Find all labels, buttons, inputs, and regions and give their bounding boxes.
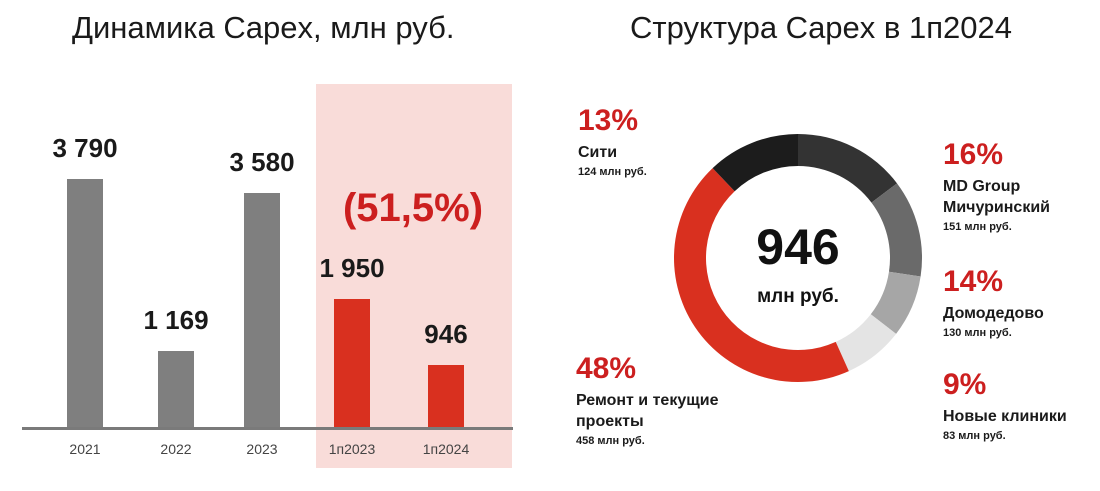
donut-center-unit: млн руб. [757, 286, 839, 307]
bar-value-label-2023: 3 580 [229, 146, 295, 177]
legend-domodedovo-value: 130 млн руб. [943, 327, 1012, 339]
donut-slice-4 [674, 168, 849, 382]
legend-domodedovo-percent: 14% [943, 265, 1004, 298]
bar-1п2023 [334, 299, 370, 427]
legend-repairs-name: Ремонт и текущие проекты [576, 392, 719, 430]
legend-repairs: 48% Ремонт и текущие проекты 458 млн руб… [576, 352, 718, 447]
change-annotation: (51,5%) [342, 186, 484, 230]
bar-2022 [158, 350, 194, 427]
donut-slice-1 [871, 183, 922, 277]
legend-siti-name: Сити [578, 144, 618, 161]
bar-value-label-1п2023: 1 950 [319, 253, 385, 284]
bar-2023 [244, 192, 280, 427]
donut-chart-title: Структура Capex в 1п2024 [630, 10, 1012, 45]
x-tick-label-2022: 2022 [160, 441, 192, 457]
legend-repairs-value: 458 млн руб. [576, 435, 645, 447]
bar-1п2024 [428, 365, 464, 427]
donut-center-value: 946 [756, 219, 840, 275]
legend-new-clinics-value: 83 млн руб. [943, 430, 1006, 442]
legend-domodedovo: 14% Домодедово 130 млн руб. [943, 265, 1044, 339]
legend-siti: 13% Сити 124 млн руб. [578, 104, 647, 178]
legend-domodedovo-name: Домодедово [943, 305, 1044, 322]
x-tick-label-1п2023: 1п2023 [328, 441, 376, 457]
donut-slice-0 [798, 134, 898, 203]
legend-md-group-name: MD Group Мичуринский [943, 178, 1050, 216]
legend-siti-value: 124 млн руб. [578, 166, 647, 178]
legend-md-group: 16% MD Group Мичуринский 151 млн руб. [943, 138, 1050, 233]
x-axis-baseline [22, 427, 513, 430]
bar-value-label-2021: 3 790 [52, 133, 118, 163]
donut-slice-2 [870, 271, 921, 334]
bar-2021 [67, 179, 103, 427]
legend-new-clinics-percent: 9% [943, 368, 987, 401]
donut-slice-3 [835, 314, 897, 372]
legend-siti-percent: 13% [578, 104, 639, 137]
donut-slice-5 [712, 134, 798, 192]
x-tick-label-2023: 2023 [246, 441, 278, 457]
bar-value-label-2022: 1 169 [143, 304, 209, 335]
legend-md-group-percent: 16% [943, 138, 1004, 171]
bar-value-label-1п2024: 946 [424, 319, 468, 350]
legend-repairs-percent: 48% [576, 352, 637, 385]
legend-new-clinics-name: Новые клиники [943, 408, 1067, 425]
legend-md-group-value: 151 млн руб. [943, 221, 1012, 233]
legend-new-clinics: 9% Новые клиники 83 млн руб. [943, 368, 1067, 442]
x-tick-label-2021: 2021 [69, 441, 101, 457]
donut-chart [674, 134, 922, 382]
x-tick-label-1п2024: 1п2024 [422, 441, 470, 457]
bar-chart-title: Динамика Capex, млн руб. [72, 10, 455, 45]
